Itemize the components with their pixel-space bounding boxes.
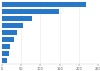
Bar bbox=[2, 16, 32, 21]
Bar bbox=[2, 23, 23, 28]
Bar bbox=[2, 2, 86, 7]
Bar bbox=[2, 51, 9, 56]
Bar bbox=[2, 44, 10, 49]
Bar bbox=[2, 9, 59, 14]
Bar bbox=[2, 30, 17, 35]
Bar bbox=[2, 37, 14, 42]
Bar bbox=[2, 58, 7, 63]
